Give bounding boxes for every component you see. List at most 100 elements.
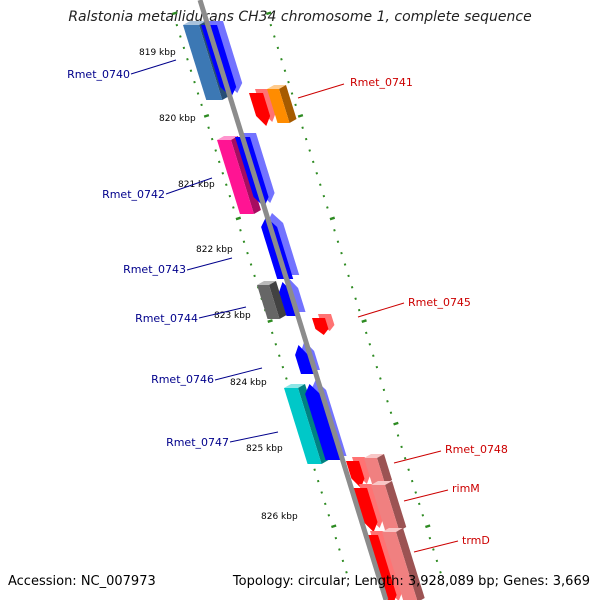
left-ring-tick — [210, 137, 214, 141]
right-ring-tick — [265, 11, 272, 16]
rimM-gene[interactable] — [371, 485, 400, 531]
right-ring-tick — [418, 502, 421, 506]
left-ring-tick — [313, 468, 316, 471]
right-ring-tick — [403, 457, 407, 460]
left-ring-tick — [239, 229, 242, 232]
right-ring-tick — [347, 274, 350, 278]
right-ring-tick — [269, 23, 273, 27]
map-title: Ralstonia metallidurans CH34 chromosome … — [68, 9, 532, 25]
gene-label[interactable]: Rmet_0747 — [166, 436, 229, 449]
rmet-0748-cds[interactable] — [346, 461, 365, 488]
kbp-tick-label: 824 kbp — [230, 378, 267, 388]
right-ring-tick — [382, 388, 386, 392]
trmD-gene[interactable] — [382, 532, 418, 600]
right-ring-tick — [375, 365, 379, 369]
left-ring-tick — [316, 479, 320, 483]
right-ring-tick — [311, 160, 315, 164]
label-leader-line — [130, 59, 177, 75]
gene-label[interactable]: Rmet_0740 — [67, 68, 130, 81]
right-ring-tick — [333, 229, 336, 232]
left-ring-tick — [338, 548, 341, 551]
rmet-0746-cds[interactable] — [295, 345, 314, 374]
left-ring-tick — [225, 183, 228, 186]
right-ring-tick — [304, 137, 308, 141]
left-ring-tick — [267, 319, 273, 323]
trmD-gene — [396, 528, 425, 600]
right-ring-tick — [329, 216, 336, 221]
gene-label[interactable]: Rmet_0744 — [135, 312, 198, 325]
left-ring-tick — [175, 23, 179, 27]
gene-label[interactable]: Rmet_0746 — [151, 373, 214, 386]
right-ring-tick — [410, 479, 414, 483]
rmet-0747-gene[interactable] — [284, 388, 322, 464]
right-ring-tick — [364, 331, 368, 335]
left-ring-tick — [182, 46, 186, 50]
right-ring-tick — [315, 172, 319, 175]
rmet-0742-gene[interactable] — [217, 140, 254, 214]
rmet-0744-gene[interactable] — [257, 285, 280, 319]
left-ring-tick — [189, 69, 193, 72]
left-ring-tick — [249, 263, 253, 266]
right-ring-tick — [368, 343, 372, 346]
left-ring-tick — [253, 274, 256, 278]
left-ring-tick — [242, 240, 246, 243]
left-ring-tick — [228, 194, 232, 198]
left-ring-tick — [214, 149, 217, 152]
left-ring-tick — [320, 491, 323, 494]
right-ring-tick — [354, 297, 357, 300]
left-ring-tick — [278, 354, 281, 357]
right-ring-tick — [357, 308, 361, 312]
right-ring-tick — [439, 571, 442, 574]
kbp-axis-labels: 819 kbp 820 kbp 821 kbp 822 kbp 823 kbp 824 k… — [139, 48, 298, 522]
kbp-tick-label: 822 kbp — [196, 245, 233, 255]
rimM-cds[interactable] — [353, 488, 378, 532]
right-ring-tick — [319, 183, 322, 186]
right-ring-tick — [290, 92, 294, 95]
gene-label[interactable]: Rmet_0748 — [445, 443, 508, 456]
label-leader-line — [229, 431, 279, 443]
right-ring-tick — [308, 149, 311, 152]
gene-label[interactable]: trmD — [462, 534, 490, 547]
left-ring-tick — [334, 536, 338, 540]
kbp-tick-label: 821 kbp — [178, 180, 215, 190]
left-ring-tick — [186, 58, 189, 61]
rimM-gene — [385, 481, 407, 531]
right-ring-tick — [396, 434, 400, 437]
right-ring-tick — [372, 354, 375, 357]
label-leader-line — [186, 257, 233, 271]
left-ring-tick — [331, 524, 337, 529]
gene-label[interactable]: Rmet_0745 — [408, 296, 471, 309]
gene-label[interactable]: Rmet_0743 — [123, 263, 186, 276]
rmet-0741-gene[interactable] — [267, 89, 290, 123]
left-ring-tick — [281, 365, 285, 369]
left-ring-tick — [193, 80, 196, 84]
label-leader-line — [413, 540, 459, 553]
rmet-0741-gene — [279, 85, 297, 123]
kbp-tick-label: 820 kbp — [159, 114, 196, 124]
left-ring-tick — [270, 331, 274, 335]
right-ring-tick — [280, 58, 283, 61]
right-ring-tick — [340, 251, 343, 255]
rmet-0741-cds[interactable] — [249, 93, 271, 126]
rmet-0748-gene — [364, 454, 384, 458]
right-ring-tick — [386, 400, 389, 403]
gene-label[interactable]: Rmet_0742 — [102, 188, 165, 201]
right-tick-ring — [265, 11, 442, 574]
right-ring-tick — [283, 69, 287, 72]
right-ring-tick — [326, 206, 329, 209]
topology-info-text: Topology: circular; Length: 3,928,089 bp… — [232, 574, 590, 589]
rmet-0740-gene[interactable] — [183, 25, 223, 100]
left-ring-tick — [217, 160, 221, 164]
rmet-0745-cds[interactable] — [312, 318, 329, 335]
right-ring-tick — [393, 421, 399, 426]
label-leader-line — [198, 306, 247, 319]
right-ring-tick — [425, 524, 431, 529]
gene-label[interactable]: Rmet_0741 — [350, 76, 413, 89]
right-ring-tick — [273, 35, 276, 38]
gene-label[interactable]: rimM — [452, 482, 480, 495]
left-ring-tick — [235, 216, 242, 221]
rmet-0747-cds[interactable] — [305, 384, 341, 460]
gene-label-layer: Rmet_0740 Rmet_0741 Rmet_0742 Rmet_0743 Rmet… — [67, 59, 508, 553]
rmet-0748-gene[interactable] — [364, 458, 386, 484]
